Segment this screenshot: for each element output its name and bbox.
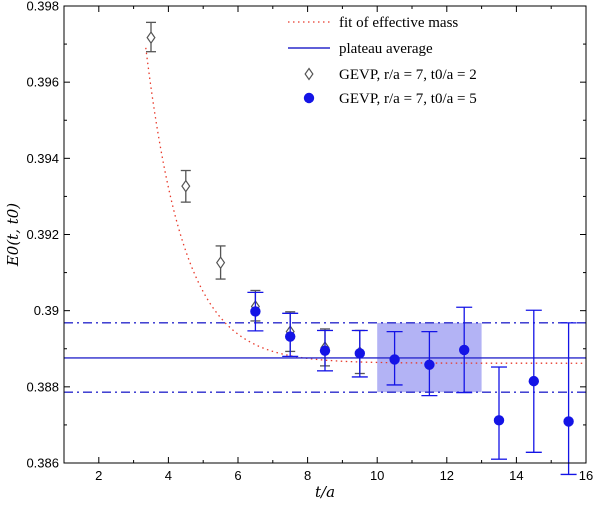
- data-point: [421, 330, 438, 397]
- circle-marker: [563, 416, 574, 427]
- legend-item-gevp-t0-5: GEVP, r/a = 7, t0/a = 5: [303, 91, 477, 107]
- x-tick-label: 4: [165, 468, 172, 483]
- y-tick-label: 0.392: [26, 227, 59, 242]
- legend-gevp-t0-2-label: GEVP, r/a = 7, t0/a = 2: [339, 67, 477, 83]
- diamond-marker: [146, 31, 156, 45]
- y-tick-label: 0.39: [34, 303, 59, 318]
- data-point: [491, 366, 507, 460]
- legend: fit of effective mass plateau average GE…: [288, 15, 477, 107]
- y-tick-label: 0.398: [26, 0, 59, 14]
- data-point: [247, 291, 264, 332]
- data-point: [317, 329, 333, 372]
- data-point: [386, 330, 403, 386]
- x-tick-label: 12: [440, 468, 454, 483]
- x-tick-label: 2: [95, 468, 102, 483]
- legend-item-gevp-t0-2: GEVP, r/a = 7, t0/a = 2: [304, 67, 477, 83]
- y-tick-label: 0.388: [26, 379, 59, 394]
- diamond-marker: [181, 179, 191, 193]
- circle-marker: [354, 348, 365, 359]
- data-point: [456, 306, 473, 394]
- y-axis-label: E0(t, t0): [4, 203, 22, 267]
- y-tick-label: 0.386: [26, 456, 59, 471]
- legend-item-plateau: plateau average: [288, 41, 433, 57]
- data-point: [180, 169, 191, 203]
- series-layer: [146, 21, 577, 476]
- circle-marker: [250, 306, 261, 317]
- data-point: [351, 329, 368, 378]
- y-tick-label: 0.394: [26, 151, 59, 166]
- x-tick-label: 10: [370, 468, 384, 483]
- circle-marker: [528, 375, 539, 387]
- y-tick-label: 0.396: [26, 75, 59, 90]
- circle-marker: [389, 354, 400, 365]
- legend-item-fit: fit of effective mass: [288, 15, 458, 31]
- circle-marker: [493, 415, 505, 426]
- data-point: [215, 245, 226, 280]
- data-point: [560, 322, 577, 476]
- legend-plateau-label: plateau average: [339, 41, 433, 57]
- circle-marker: [319, 345, 331, 356]
- circle-marker: [459, 344, 470, 356]
- data-point: [282, 312, 299, 358]
- ticks-layer: 2 4 6 8 10 12 14 16 0.386 0.388 0.39 0.392 0.394 0.39…: [26, 0, 593, 483]
- x-tick-label: 14: [509, 468, 523, 483]
- data-point: [146, 21, 156, 53]
- circle-marker: [424, 359, 435, 370]
- legend-circle-marker: [303, 92, 315, 104]
- x-axis-label: t/a: [315, 483, 335, 501]
- fit-curve: [145, 47, 586, 364]
- x-tick-label: 8: [304, 468, 311, 483]
- circle-marker: [285, 331, 296, 342]
- legend-diamond-marker: [304, 67, 314, 81]
- legend-fit-label: fit of effective mass: [339, 15, 458, 31]
- x-tick-label: 16: [579, 468, 593, 483]
- diamond-marker: [216, 256, 226, 270]
- legend-gevp-t0-5-label: GEVP, r/a = 7, t0/a = 5: [339, 91, 477, 107]
- x-tick-label: 6: [234, 468, 241, 483]
- data-point: [525, 309, 542, 453]
